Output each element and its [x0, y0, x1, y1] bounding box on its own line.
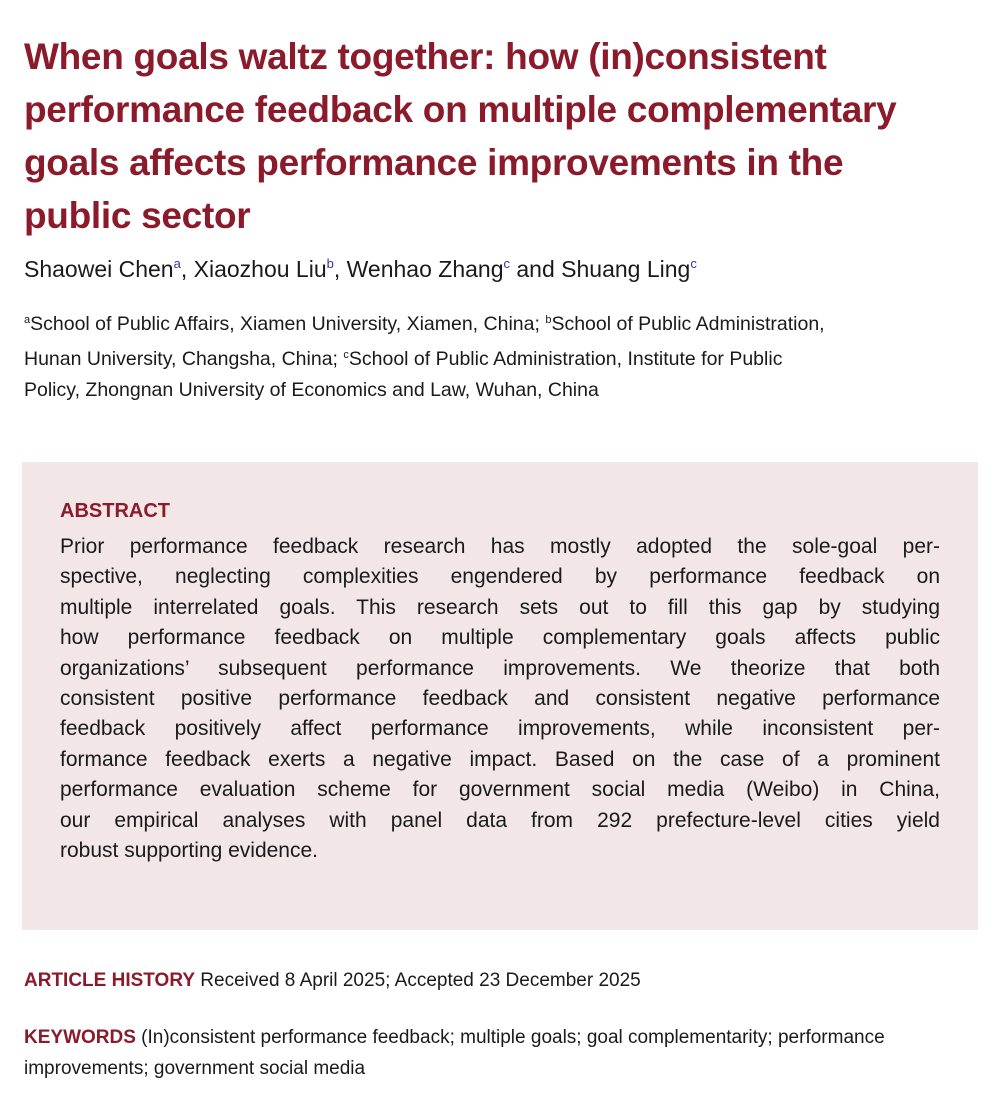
- affiliation-marker: a: [24, 314, 31, 326]
- author-name: Xiaozhou Liu: [193, 256, 327, 282]
- affiliation-text: Hunan University, Changsha, China;: [24, 348, 344, 370]
- affiliation-text: School of Public Affairs, Xiamen Univers…: [30, 313, 546, 335]
- title-line: public sector: [24, 195, 251, 236]
- affiliation-marker: c: [343, 349, 349, 361]
- affiliation-link[interactable]: c: [503, 256, 511, 271]
- separator: ,: [333, 256, 347, 282]
- affiliation-line: Hunan University, Changsha, China; cScho…: [24, 340, 984, 375]
- affiliations: aSchool of Public Affairs, Xiamen Univer…: [24, 305, 984, 406]
- author-name: Shuang Ling: [561, 256, 691, 282]
- affiliation-text: School of Public Administration, Institu…: [348, 348, 783, 370]
- affiliation-link[interactable]: c: [690, 256, 697, 271]
- title-line: performance feedback on multiple complem…: [24, 89, 897, 130]
- abstract-line: consistent positive performance feedback…: [60, 687, 940, 711]
- abstract-heading: ABSTRACT: [60, 500, 170, 522]
- article-history: ARTICLE HISTORY Received 8 April 2025; A…: [24, 970, 641, 992]
- abstract-line: Prior performance feedback research has …: [60, 535, 940, 558]
- affiliation-line: Policy, Zhongnan University of Economics…: [24, 379, 599, 401]
- author-name: Wenhao Zhang: [346, 256, 504, 282]
- affiliation-link[interactable]: b: [326, 256, 334, 271]
- abstract-line: formance feedback exerts a negative impa…: [60, 747, 940, 771]
- article-history-label: ARTICLE HISTORY: [24, 970, 196, 991]
- title-line: When goals waltz together: how (in)consi…: [24, 36, 827, 77]
- separator: and: [510, 256, 562, 282]
- abstract-line: our empirical analyses with panel data f…: [60, 808, 940, 832]
- title-line: goals affects performance improvements i…: [24, 142, 844, 183]
- keywords: KEYWORDS (In)consistent performance feed…: [24, 1022, 984, 1084]
- abstract-line: feedback positively affect performance i…: [60, 717, 940, 741]
- abstract-line: performance evaluation scheme for govern…: [60, 778, 940, 802]
- paper-title: When goals waltz together: how (in)consi…: [24, 30, 984, 242]
- affiliation-line: aSchool of Public Affairs, Xiamen Univer…: [24, 305, 984, 340]
- affiliation-link[interactable]: a: [173, 256, 181, 271]
- affiliation-text: School of Public Administration,: [551, 313, 825, 335]
- abstract-box: ABSTRACT Prior performance feedback rese…: [22, 462, 978, 930]
- abstract-line: multiple interrelated goals. This resear…: [60, 595, 940, 619]
- author-list: Shaowei Chena, Xiaozhou Liub, Wenhao Zha…: [24, 256, 697, 283]
- abstract-line: spective, neglecting complexities engend…: [60, 565, 940, 589]
- separator: ,: [180, 256, 194, 282]
- affiliation-marker: b: [545, 314, 552, 326]
- abstract-line: how performance feedback on multiple com…: [60, 626, 940, 650]
- abstract-line: robust supporting evidence.: [60, 839, 318, 863]
- keywords-label: KEYWORDS: [24, 1027, 136, 1048]
- abstract-line: organizations’ subsequent performance im…: [60, 656, 940, 680]
- keywords-text: (In)consistent performance feedback; mul…: [24, 1027, 885, 1079]
- article-history-text: Received 8 April 2025; Accepted 23 Decem…: [195, 970, 641, 991]
- author-name: Shaowei Chen: [24, 256, 174, 282]
- abstract-body: Prior performance feedback research has …: [60, 532, 940, 866]
